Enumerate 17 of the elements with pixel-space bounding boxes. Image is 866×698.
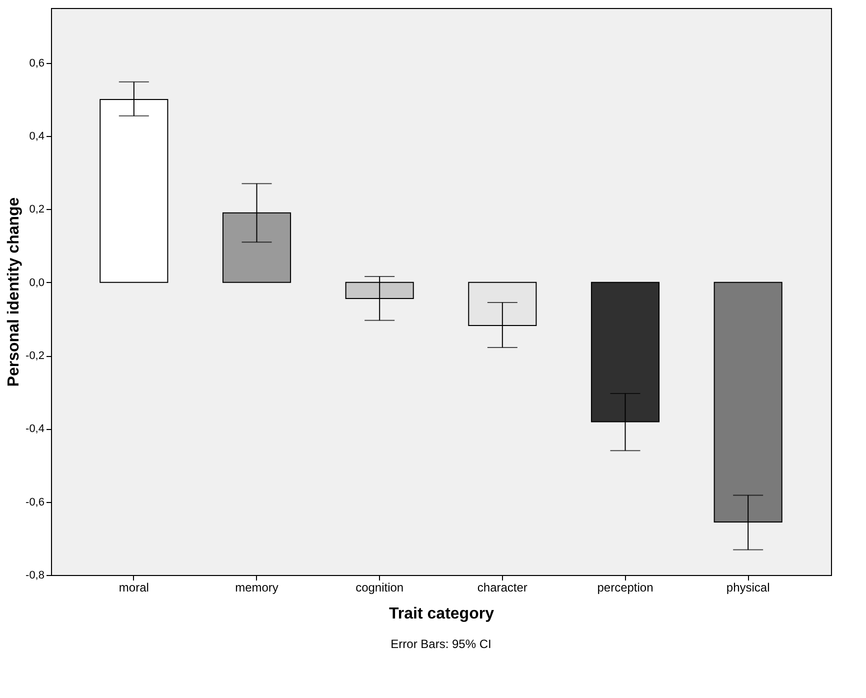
x-axis-title: Trait category [389, 606, 494, 622]
text: Error Bars: 95% CI [390, 637, 492, 651]
x-tick-label: perception [597, 580, 654, 594]
x-tick-label: character [477, 580, 528, 594]
y-axis-title: Personal identity change [6, 197, 23, 387]
y-tick-label: 0,6 [29, 57, 44, 70]
x-tick-label: memory [235, 580, 278, 594]
y-tick-label: 0,0 [29, 276, 44, 289]
y-tick-label: 0,2 [29, 204, 44, 216]
x-tick-label: physical [726, 580, 770, 594]
y-tick-label: -0,6 [26, 496, 44, 508]
y-tick-label: -0,4 [26, 423, 44, 436]
x-tick-label: cognition [356, 580, 404, 594]
y-tick-label: 0,4 [29, 130, 44, 143]
y-tick-label: -0,2 [26, 350, 44, 362]
y-tick-label: -0,8 [26, 570, 44, 582]
x-tick-label: moral [118, 580, 149, 594]
